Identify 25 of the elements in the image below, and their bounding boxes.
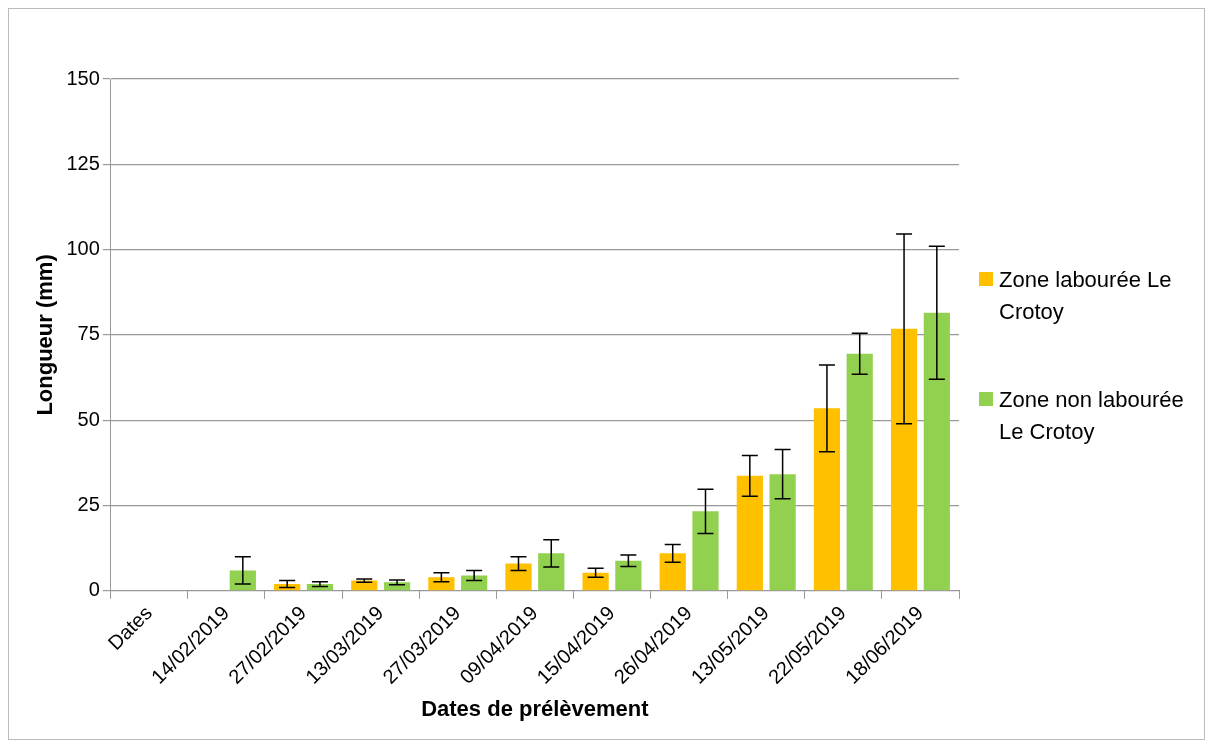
y-tick-label: 0 bbox=[88, 578, 100, 601]
bar bbox=[923, 312, 950, 591]
bar bbox=[505, 563, 532, 591]
y-tick-label: 75 bbox=[77, 322, 100, 345]
bar bbox=[461, 575, 488, 591]
x-axis-title: Dates de prélèvement bbox=[421, 695, 650, 721]
bar bbox=[659, 553, 686, 591]
y-axis-title: Longueur (mm) bbox=[32, 254, 58, 416]
bar bbox=[813, 408, 841, 591]
y-tick-label: 150 bbox=[66, 66, 100, 89]
bar bbox=[769, 474, 796, 591]
bar bbox=[846, 353, 873, 591]
bar bbox=[736, 475, 763, 591]
legend-label: Zone non labourée Le Crotoy bbox=[999, 386, 1185, 446]
bar bbox=[428, 577, 455, 591]
bar bbox=[538, 553, 565, 591]
bar bbox=[383, 582, 411, 591]
y-tick-label: 125 bbox=[66, 151, 100, 174]
y-tick-label: 100 bbox=[66, 237, 100, 260]
y-tick-label: 25 bbox=[77, 493, 100, 516]
bar bbox=[890, 328, 918, 591]
bar bbox=[615, 560, 642, 591]
legend-label: Zone labourée Le Crotoy bbox=[999, 266, 1173, 326]
y-tick-label: 50 bbox=[77, 407, 100, 430]
bar bbox=[692, 511, 719, 591]
